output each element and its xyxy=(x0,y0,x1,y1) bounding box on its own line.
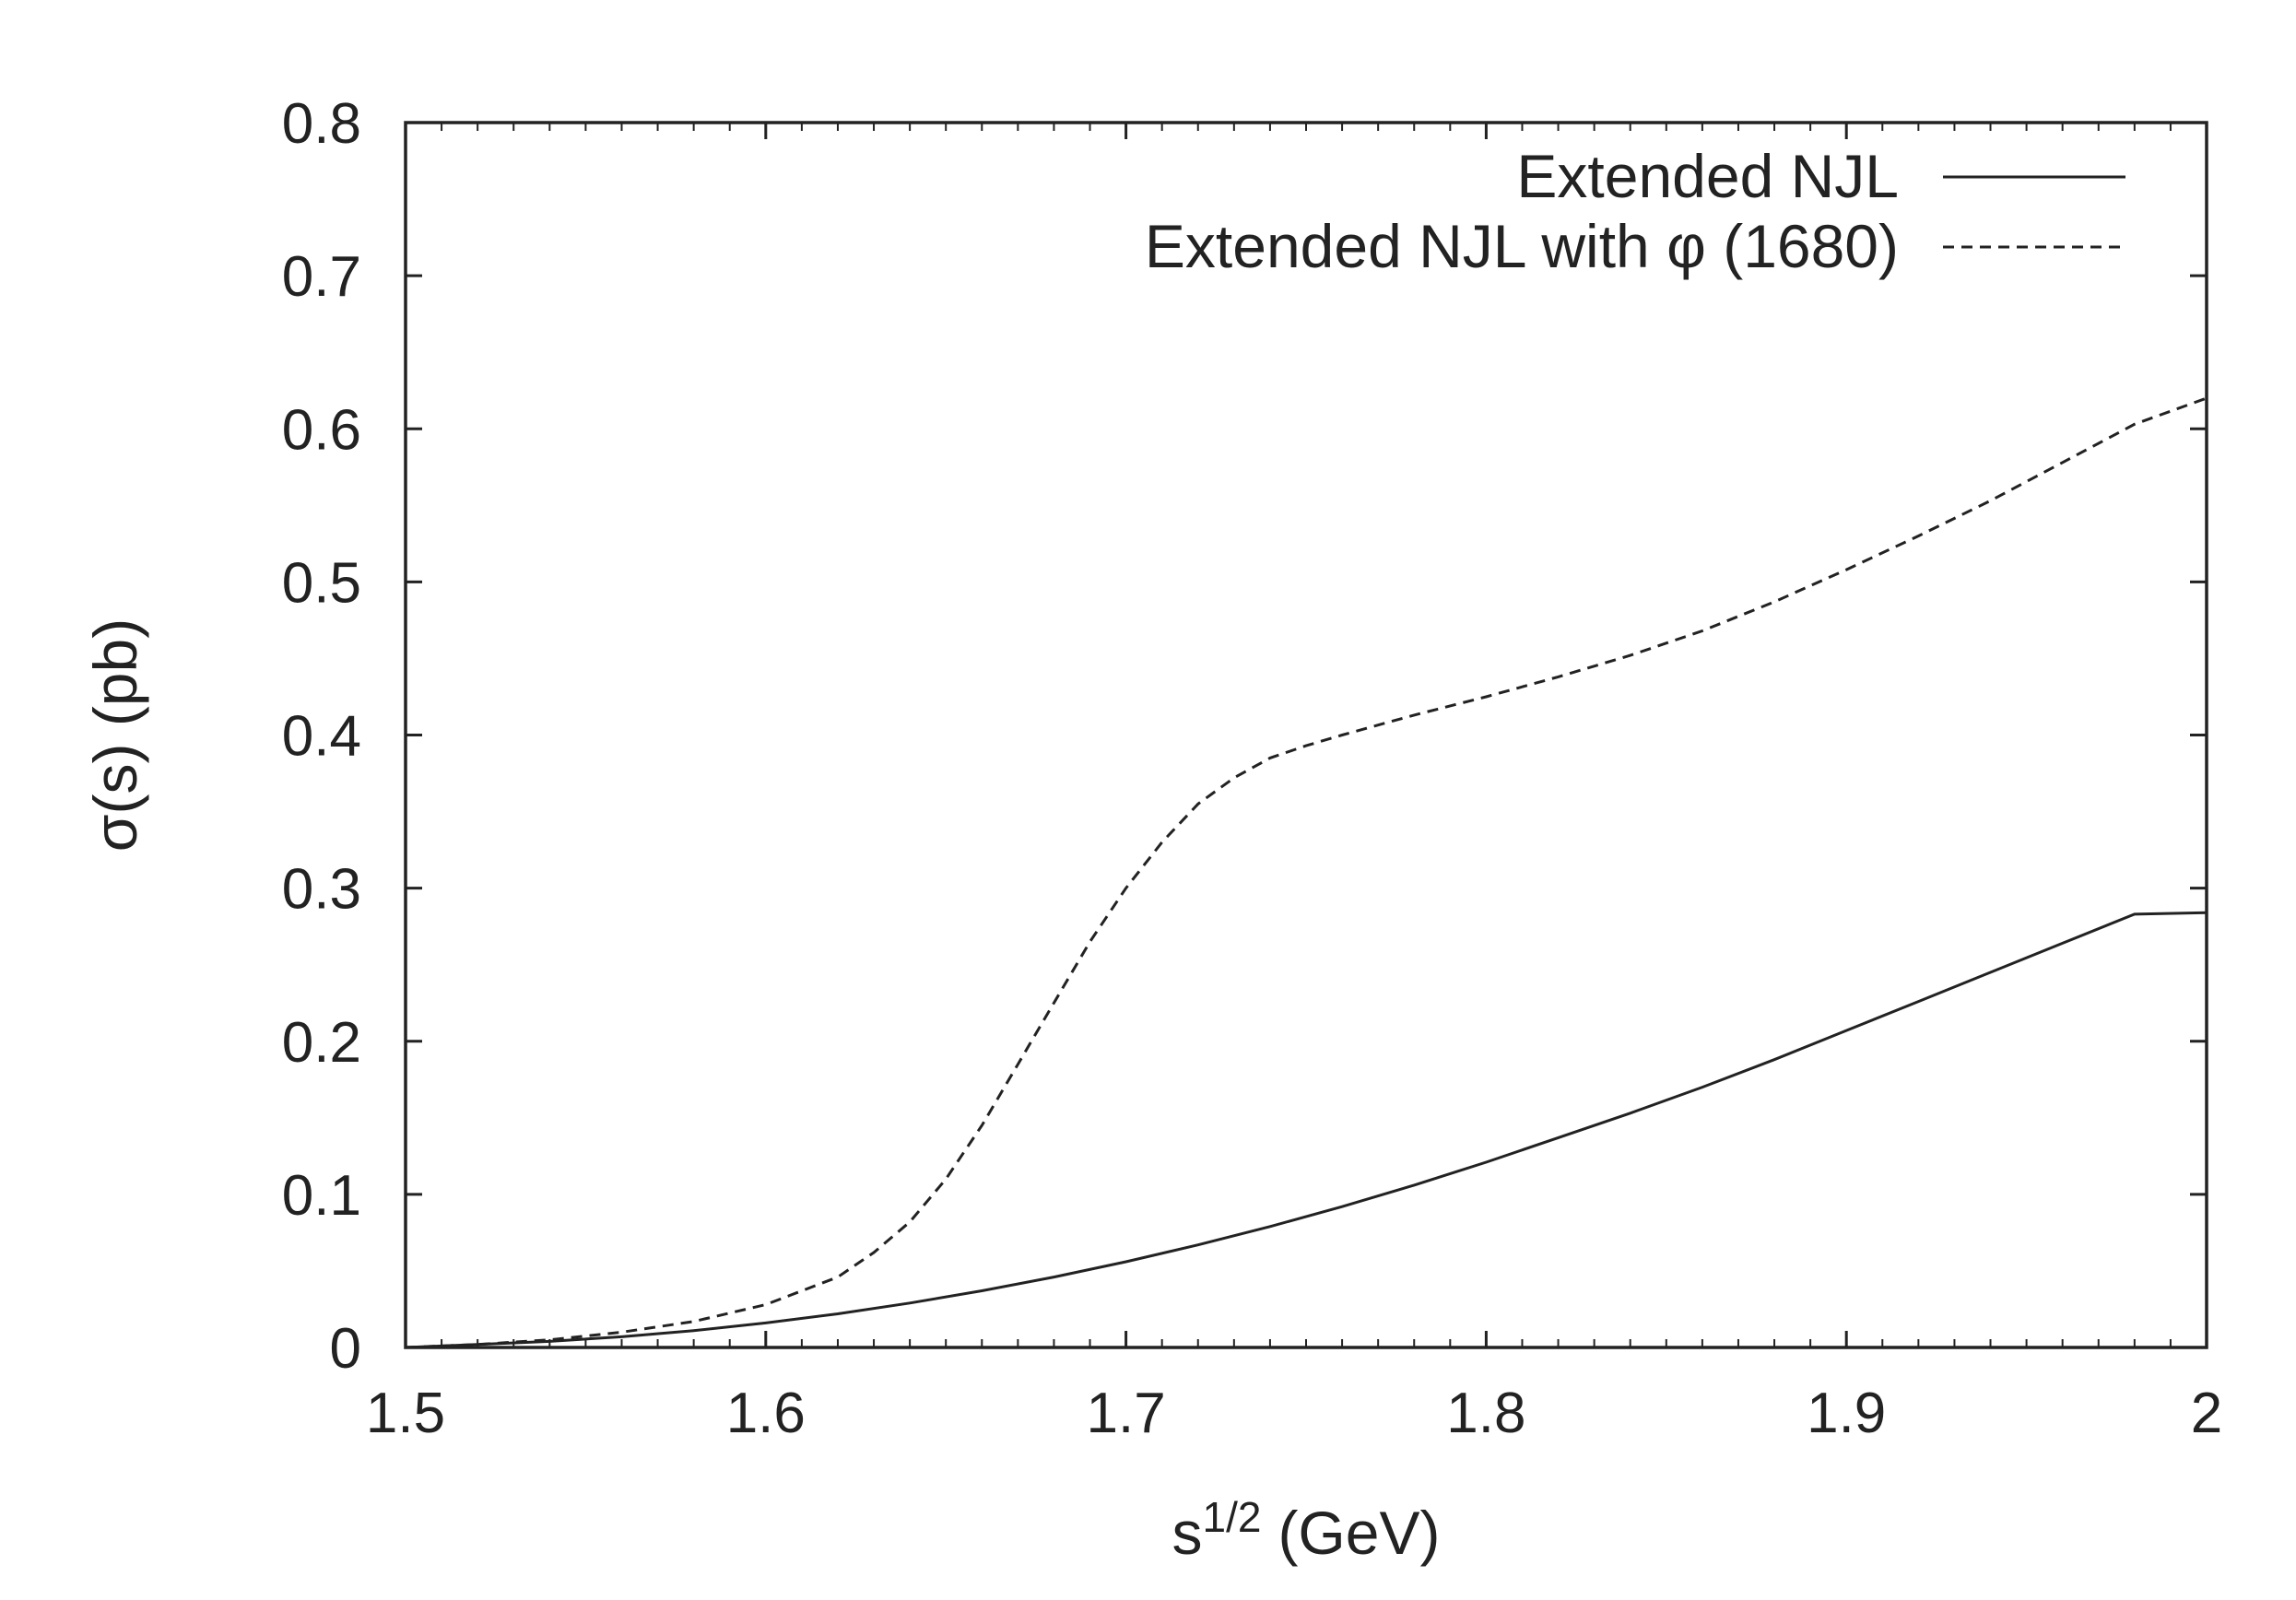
series-layer xyxy=(405,396,2208,1349)
y-tick-label: 0.5 xyxy=(282,551,361,615)
y-tick-label: 0.1 xyxy=(282,1164,361,1228)
legend-label-extended-njl: Extended NJL xyxy=(1516,142,1899,210)
x-tick-label: 1.7 xyxy=(1086,1382,1165,1445)
x-tick-labels: 1.5 1.6 1.7 1.8 1.9 2 xyxy=(366,1382,2222,1445)
y-tick-label: 0.6 xyxy=(282,398,361,462)
x-tick-label: 2 xyxy=(2191,1382,2222,1445)
x-axis-label-base: s xyxy=(1172,1499,1203,1567)
y-tick-label: 0.2 xyxy=(282,1011,361,1075)
y-tick-label: 0.8 xyxy=(282,92,361,156)
y-axis-label: σ(s) (pb) xyxy=(81,618,149,852)
series-line-extended-njl-with-phi xyxy=(405,396,2208,1349)
major-ticks xyxy=(404,121,2208,1349)
x-tick-label: 1.9 xyxy=(1807,1382,1886,1445)
y-tick-label: 0.7 xyxy=(282,245,361,309)
x-tick-label: 1.6 xyxy=(726,1382,806,1445)
minor-ticks xyxy=(441,123,2172,1347)
legend-label-extended-njl-with-phi: Extended NJL with φ (1680) xyxy=(1145,212,1899,280)
x-axis-label-unit: (GeV) xyxy=(1278,1499,1440,1567)
y-tick-labels: 0 0.1 0.2 0.3 0.4 0.5 0.6 0.7 0.8 xyxy=(282,92,361,1381)
x-axis-label-superscript: 1/2 xyxy=(1203,1493,1262,1541)
y-tick-label: 0 xyxy=(330,1317,361,1381)
y-tick-label: 0.3 xyxy=(282,858,361,922)
legend: Extended NJL Extended NJL with φ (1680) xyxy=(1145,142,2125,280)
x-tick-label: 1.5 xyxy=(366,1382,445,1445)
x-axis-label: s1/2 (GeV) xyxy=(1172,1493,1441,1567)
y-tick-label: 0.4 xyxy=(282,705,361,769)
x-tick-label: 1.8 xyxy=(1446,1382,1525,1445)
series-line-extended-njl xyxy=(405,911,2208,1349)
plot-frame xyxy=(404,121,2208,1349)
